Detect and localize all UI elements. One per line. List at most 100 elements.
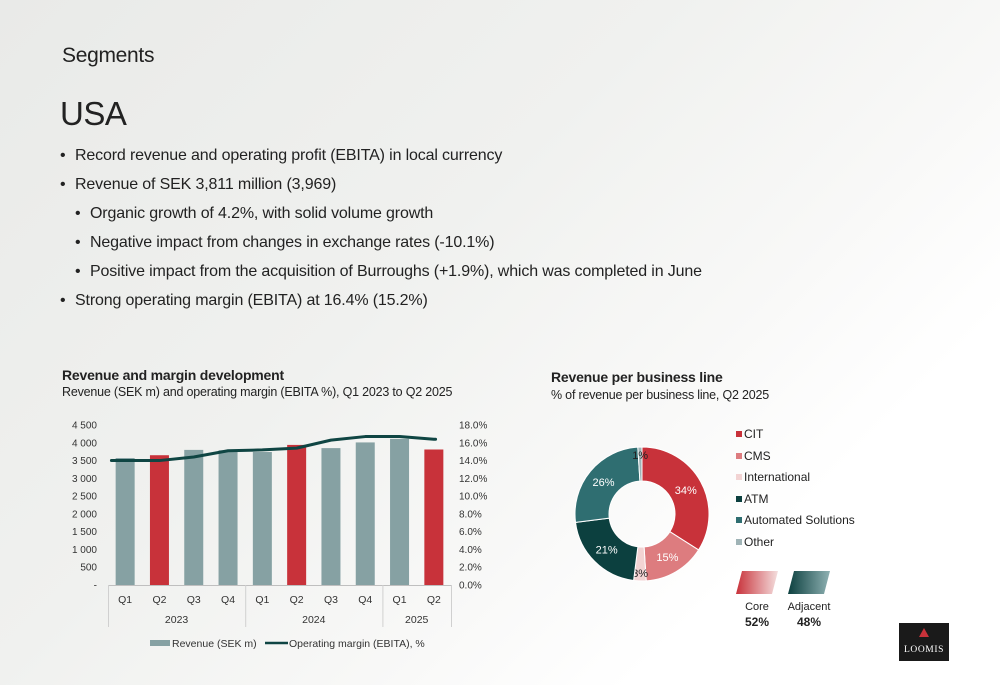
legend-swatch-icon — [736, 452, 742, 459]
donut-legend-item: Automated Solutions — [736, 513, 855, 527]
donut-slice-label: 1% — [632, 450, 648, 462]
revenue-bar — [321, 448, 341, 585]
bullet-text: Negative impact from changes in exchange… — [90, 234, 495, 251]
donut-slice-label: 34% — [675, 485, 697, 497]
donut-slice-label: 26% — [592, 477, 614, 489]
left-axis-tick-label: - — [94, 581, 97, 592]
revenue-bar — [355, 442, 375, 585]
donut-legend-item: CIT — [736, 427, 763, 441]
x-axis-tick-label: Q1 — [255, 594, 269, 606]
donut-slice — [641, 446, 710, 551]
right-axis-tick-label: 8.0% — [459, 509, 482, 520]
x-axis-tick-label: Q3 — [324, 594, 338, 606]
legend-swatch-icon — [736, 539, 742, 545]
x-axis-tick-label: Q1 — [393, 594, 407, 606]
x-axis-tick-label: Q2 — [427, 594, 441, 606]
right-axis-tick-label: 18.0% — [459, 421, 487, 432]
x-axis-tick-label: Q4 — [221, 594, 235, 606]
left-axis-tick-label: 2 000 — [72, 509, 97, 520]
donut-slice-label: 21% — [596, 544, 618, 556]
left-axis-tick-label: 3 500 — [72, 456, 97, 467]
logo-mark-icon — [919, 628, 929, 637]
donut-slice — [637, 446, 643, 482]
donut-legend-item: CMS — [736, 449, 771, 463]
donut-legend-item: Other — [736, 535, 774, 549]
left-axis-tick-label: 1 500 — [72, 527, 97, 538]
group-value: 52% — [744, 615, 770, 629]
legend-swatch-icon — [736, 495, 742, 502]
legend-label: International — [744, 470, 811, 485]
x-axis-tick-label: Q3 — [187, 594, 201, 606]
x-axis-tick-label: Q2 — [290, 594, 304, 606]
revenue-bar — [149, 455, 169, 585]
logo-text: LOOMIS — [903, 645, 945, 655]
year-label: 2024 — [302, 614, 326, 626]
business-line-donut-chart: 34% 15% 3% 21% 26% 1% — [574, 446, 830, 594]
x-axis-tick-label: Q1 — [118, 594, 132, 606]
legend-label: CMS — [744, 448, 771, 463]
adjacent-group-swatch — [788, 571, 830, 594]
revenue-chart-subtitle: Revenue (SEK m) and operating margin (EB… — [62, 385, 453, 399]
bullet-item: • Revenue of SEK 3,811 million (3,969) — [60, 170, 960, 199]
right-axis-tick-label: 4.0% — [459, 545, 482, 556]
bullet-item: • Strong operating margin (EBITA) at 16.4… — [60, 286, 960, 315]
sub-bullet-item: • Organic growth of 4.2%, with solid volu… — [60, 199, 960, 228]
left-axis-tick-label: 500 — [80, 563, 97, 574]
group-label: Core — [745, 601, 769, 613]
legend-revenue-swatch — [150, 640, 170, 646]
core-group-swatch — [736, 571, 778, 594]
revenue-bar — [218, 450, 238, 585]
legend-revenue-label: Revenue (SEK m) — [172, 638, 257, 650]
bullet-dot-icon: • — [60, 176, 66, 193]
bullet-dot-icon: • — [60, 147, 66, 164]
page-title: USA — [60, 95, 127, 132]
legend-swatch-icon — [736, 517, 742, 524]
revenue-bar — [184, 449, 204, 585]
legend-swatch-icon — [736, 474, 742, 481]
donut-slice-label: 15% — [656, 552, 678, 564]
left-axis-tick-label: 3 000 — [72, 474, 97, 485]
x-axis-tick-label: Q4 — [358, 594, 372, 606]
donut-slice — [574, 446, 641, 523]
right-axis-tick-label: 0.0% — [459, 581, 482, 592]
revenue-bar — [287, 444, 307, 585]
business-line-chart-subtitle: % of revenue per business line, Q2 2025 — [551, 388, 770, 402]
right-axis-tick-label: 10.0% — [459, 492, 487, 503]
revenue-bar — [390, 438, 410, 585]
bullet-text: Record revenue and operating profit (EBI… — [75, 147, 503, 164]
bullet-dot-icon: • — [75, 205, 81, 222]
bullet-item: • Record revenue and operating profit (EB… — [60, 141, 960, 170]
revenue-bar — [115, 458, 135, 585]
legend-label: Other — [744, 535, 775, 549]
left-axis-tick-label: 1 000 — [72, 545, 97, 556]
bullet-list: • Record revenue and operating profit (EB… — [60, 141, 960, 315]
sub-bullet-item: • Negative impact from changes in exchang… — [60, 228, 960, 257]
donut-legend-item: ATM — [736, 492, 768, 506]
left-axis-tick-label: 4 000 — [72, 438, 97, 449]
legend-swatch-icon — [736, 431, 742, 437]
legend-label: Automated Solutions — [744, 513, 855, 528]
revenue-bar — [252, 452, 272, 585]
bullet-text: Positive impact from the acquisition of … — [90, 263, 702, 280]
donut-legend-item: International — [736, 470, 810, 484]
bullet-text: Strong operating margin (EBITA) at 16.4%… — [75, 292, 428, 309]
x-axis-tick-label: Q2 — [152, 594, 166, 606]
bullet-dot-icon: • — [75, 263, 81, 280]
right-axis-tick-label: 2.0% — [459, 563, 482, 574]
bullet-dot-icon: • — [60, 292, 66, 309]
year-label: 2023 — [165, 614, 189, 626]
left-axis-tick-label: 4 500 — [72, 421, 97, 432]
right-axis-tick-label: 6.0% — [459, 527, 482, 538]
operating-margin-line — [109, 435, 438, 463]
left-axis-tick-label: 2 500 — [72, 492, 97, 503]
group-label: Adjacent — [787, 601, 831, 613]
right-axis-tick-label: 16.0% — [459, 438, 487, 449]
donut-slice-label: 3% — [632, 568, 648, 580]
bullet-dot-icon: • — [75, 234, 81, 251]
sub-bullet-item: • Positive impact from the acquisition of… — [60, 257, 960, 286]
legend-label: CIT — [744, 427, 764, 441]
loomis-logo: LOOMIS — [899, 623, 949, 661]
section-label: Segments — [62, 44, 155, 67]
bullet-text: Revenue of SEK 3,811 million (3,969) — [75, 176, 337, 193]
